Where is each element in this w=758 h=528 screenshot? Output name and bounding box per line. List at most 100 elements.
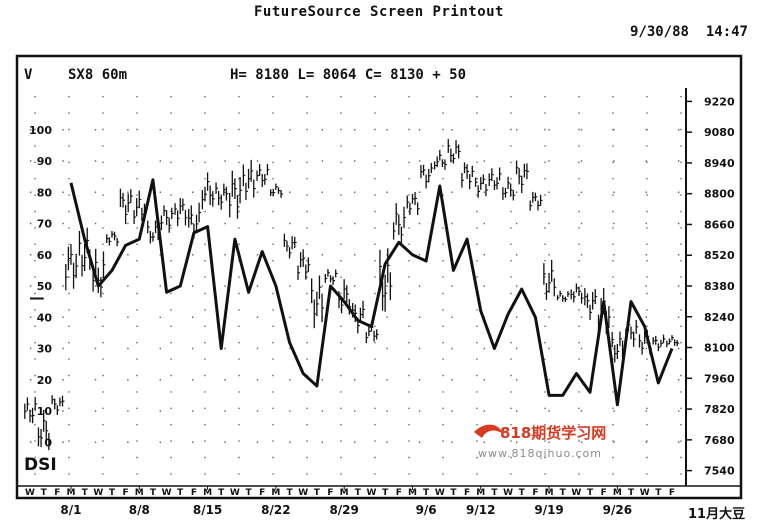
- weekday-label: W: [640, 488, 650, 498]
- weekday-label: T: [450, 488, 457, 498]
- weekday-label: M: [135, 488, 144, 498]
- weekday-label: T: [245, 488, 252, 498]
- weekday-label: T: [355, 488, 362, 498]
- weekday-label: F: [396, 488, 402, 498]
- hlc-readout: H= 8180 L= 8064 C= 8130 + 50: [230, 67, 466, 83]
- contract-label: 11月大豆: [688, 506, 745, 522]
- weekday-label: W: [367, 488, 377, 498]
- date-label: 9/12: [466, 503, 495, 517]
- right-tick-label: 8520: [704, 249, 735, 262]
- weekday-label: M: [203, 488, 212, 498]
- weekday-label: M: [613, 488, 622, 498]
- date-label: 8/29: [329, 503, 358, 517]
- weekday-label: F: [123, 488, 129, 498]
- date-label: 8/22: [261, 503, 290, 517]
- weekday-label: T: [218, 488, 225, 498]
- left-tick-label: 50: [37, 280, 53, 293]
- chart-frame: [15, 54, 743, 500]
- right-tick-label: 8800: [704, 188, 735, 201]
- left-tick-label: 30: [37, 343, 53, 356]
- weekday-label: T: [382, 488, 389, 498]
- weekday-label: F: [464, 488, 470, 498]
- date-label: 8/1: [60, 503, 81, 517]
- left-tick-label: 60: [37, 249, 53, 262]
- grid-dots: [30, 96, 684, 476]
- date-label: 9/6: [416, 503, 437, 517]
- right-axis: 9220 9080 8940 8800 8660 8520 8380 8240 8100 7960…: [686, 95, 735, 478]
- date-axis: 8/1 8/8 8/15 8/22 8/29 9/6 9/12 9/19 9/26: [60, 503, 632, 517]
- weekday-label: F: [54, 488, 60, 498]
- weekday-label: T: [587, 488, 594, 498]
- right-tick-label: 9220: [704, 95, 735, 108]
- date-label: 9/26: [603, 503, 632, 517]
- weekday-label: W: [571, 488, 581, 498]
- weekday-label: T: [314, 488, 321, 498]
- weekday-label: W: [25, 488, 35, 498]
- left-tick-label: 10: [37, 405, 53, 418]
- left-tick-label: 40: [37, 311, 53, 324]
- weekday-label: W: [162, 488, 172, 498]
- date-label: 9/19: [534, 503, 563, 517]
- print-time: 14:47: [705, 24, 748, 40]
- weekday-label: M: [340, 488, 349, 498]
- left-tick-label: 80: [37, 186, 53, 199]
- v-label: V: [24, 67, 33, 83]
- left-tick-label: 20: [37, 374, 53, 387]
- left-tick-label: 90: [37, 155, 53, 168]
- weekday-label: F: [191, 488, 197, 498]
- weekday-label: W: [298, 488, 308, 498]
- watermark-brand: 818期货学习网: [500, 424, 606, 442]
- watermark-logo-icon: [474, 424, 503, 438]
- weekday-label: F: [259, 488, 265, 498]
- weekday-label: M: [66, 488, 75, 498]
- dsi-series: [30, 178, 674, 407]
- page-title: FutureSource Screen Printout: [253, 4, 504, 20]
- weekday-label: T: [560, 488, 567, 498]
- right-tick-label: 7680: [704, 434, 735, 447]
- right-tick-label: 8380: [704, 280, 735, 293]
- price-bars: [24, 138, 680, 451]
- weekday-label: F: [532, 488, 538, 498]
- watermark-url: www.818qihuo.com: [478, 447, 602, 460]
- weekday-label: W: [93, 488, 103, 498]
- right-tick-label: 7540: [704, 465, 735, 478]
- weekday-label: M: [408, 488, 417, 498]
- weekday-label: T: [177, 488, 184, 498]
- weekday-label: T: [655, 488, 662, 498]
- weekday-label: T: [491, 488, 498, 498]
- dsi-label: DSI: [24, 455, 57, 475]
- weekday-label: T: [423, 488, 430, 498]
- weekday-label: T: [628, 488, 635, 498]
- right-tick-label: 8100: [704, 342, 735, 355]
- dsi-line: [69, 178, 674, 407]
- date-label: 8/15: [193, 503, 222, 517]
- weekday-label: W: [435, 488, 445, 498]
- print-date: 9/30/88: [629, 24, 689, 40]
- weekday-label: F: [669, 488, 675, 498]
- print-datetime: 9/30/88 14:47: [630, 24, 748, 40]
- weekday-label: W: [230, 488, 240, 498]
- weekday-label: W: [503, 488, 513, 498]
- left-tick-label: 70: [37, 218, 53, 231]
- right-tick-label: 7820: [704, 403, 735, 416]
- right-tick-label: 8940: [704, 157, 735, 170]
- left-tick-label: 100: [29, 124, 52, 137]
- weekday-label: T: [150, 488, 157, 498]
- weekday-label: F: [601, 488, 607, 498]
- weekday-label: M: [545, 488, 554, 498]
- right-tick-label: 9080: [704, 126, 735, 139]
- weekday-label: T: [286, 488, 293, 498]
- weekday-label: M: [476, 488, 485, 498]
- right-tick-label: 8660: [704, 218, 735, 231]
- weekday-label: T: [109, 488, 116, 498]
- weekday-label: M: [271, 488, 280, 498]
- weekday-label: T: [519, 488, 526, 498]
- symbol-label: SX8 60m: [68, 67, 127, 83]
- weekday-label: T: [82, 488, 89, 498]
- watermark: 818期货学习网 www.818qihuo.com: [474, 424, 606, 460]
- right-tick-label: 8240: [704, 311, 735, 324]
- weekday-label: T: [41, 488, 48, 498]
